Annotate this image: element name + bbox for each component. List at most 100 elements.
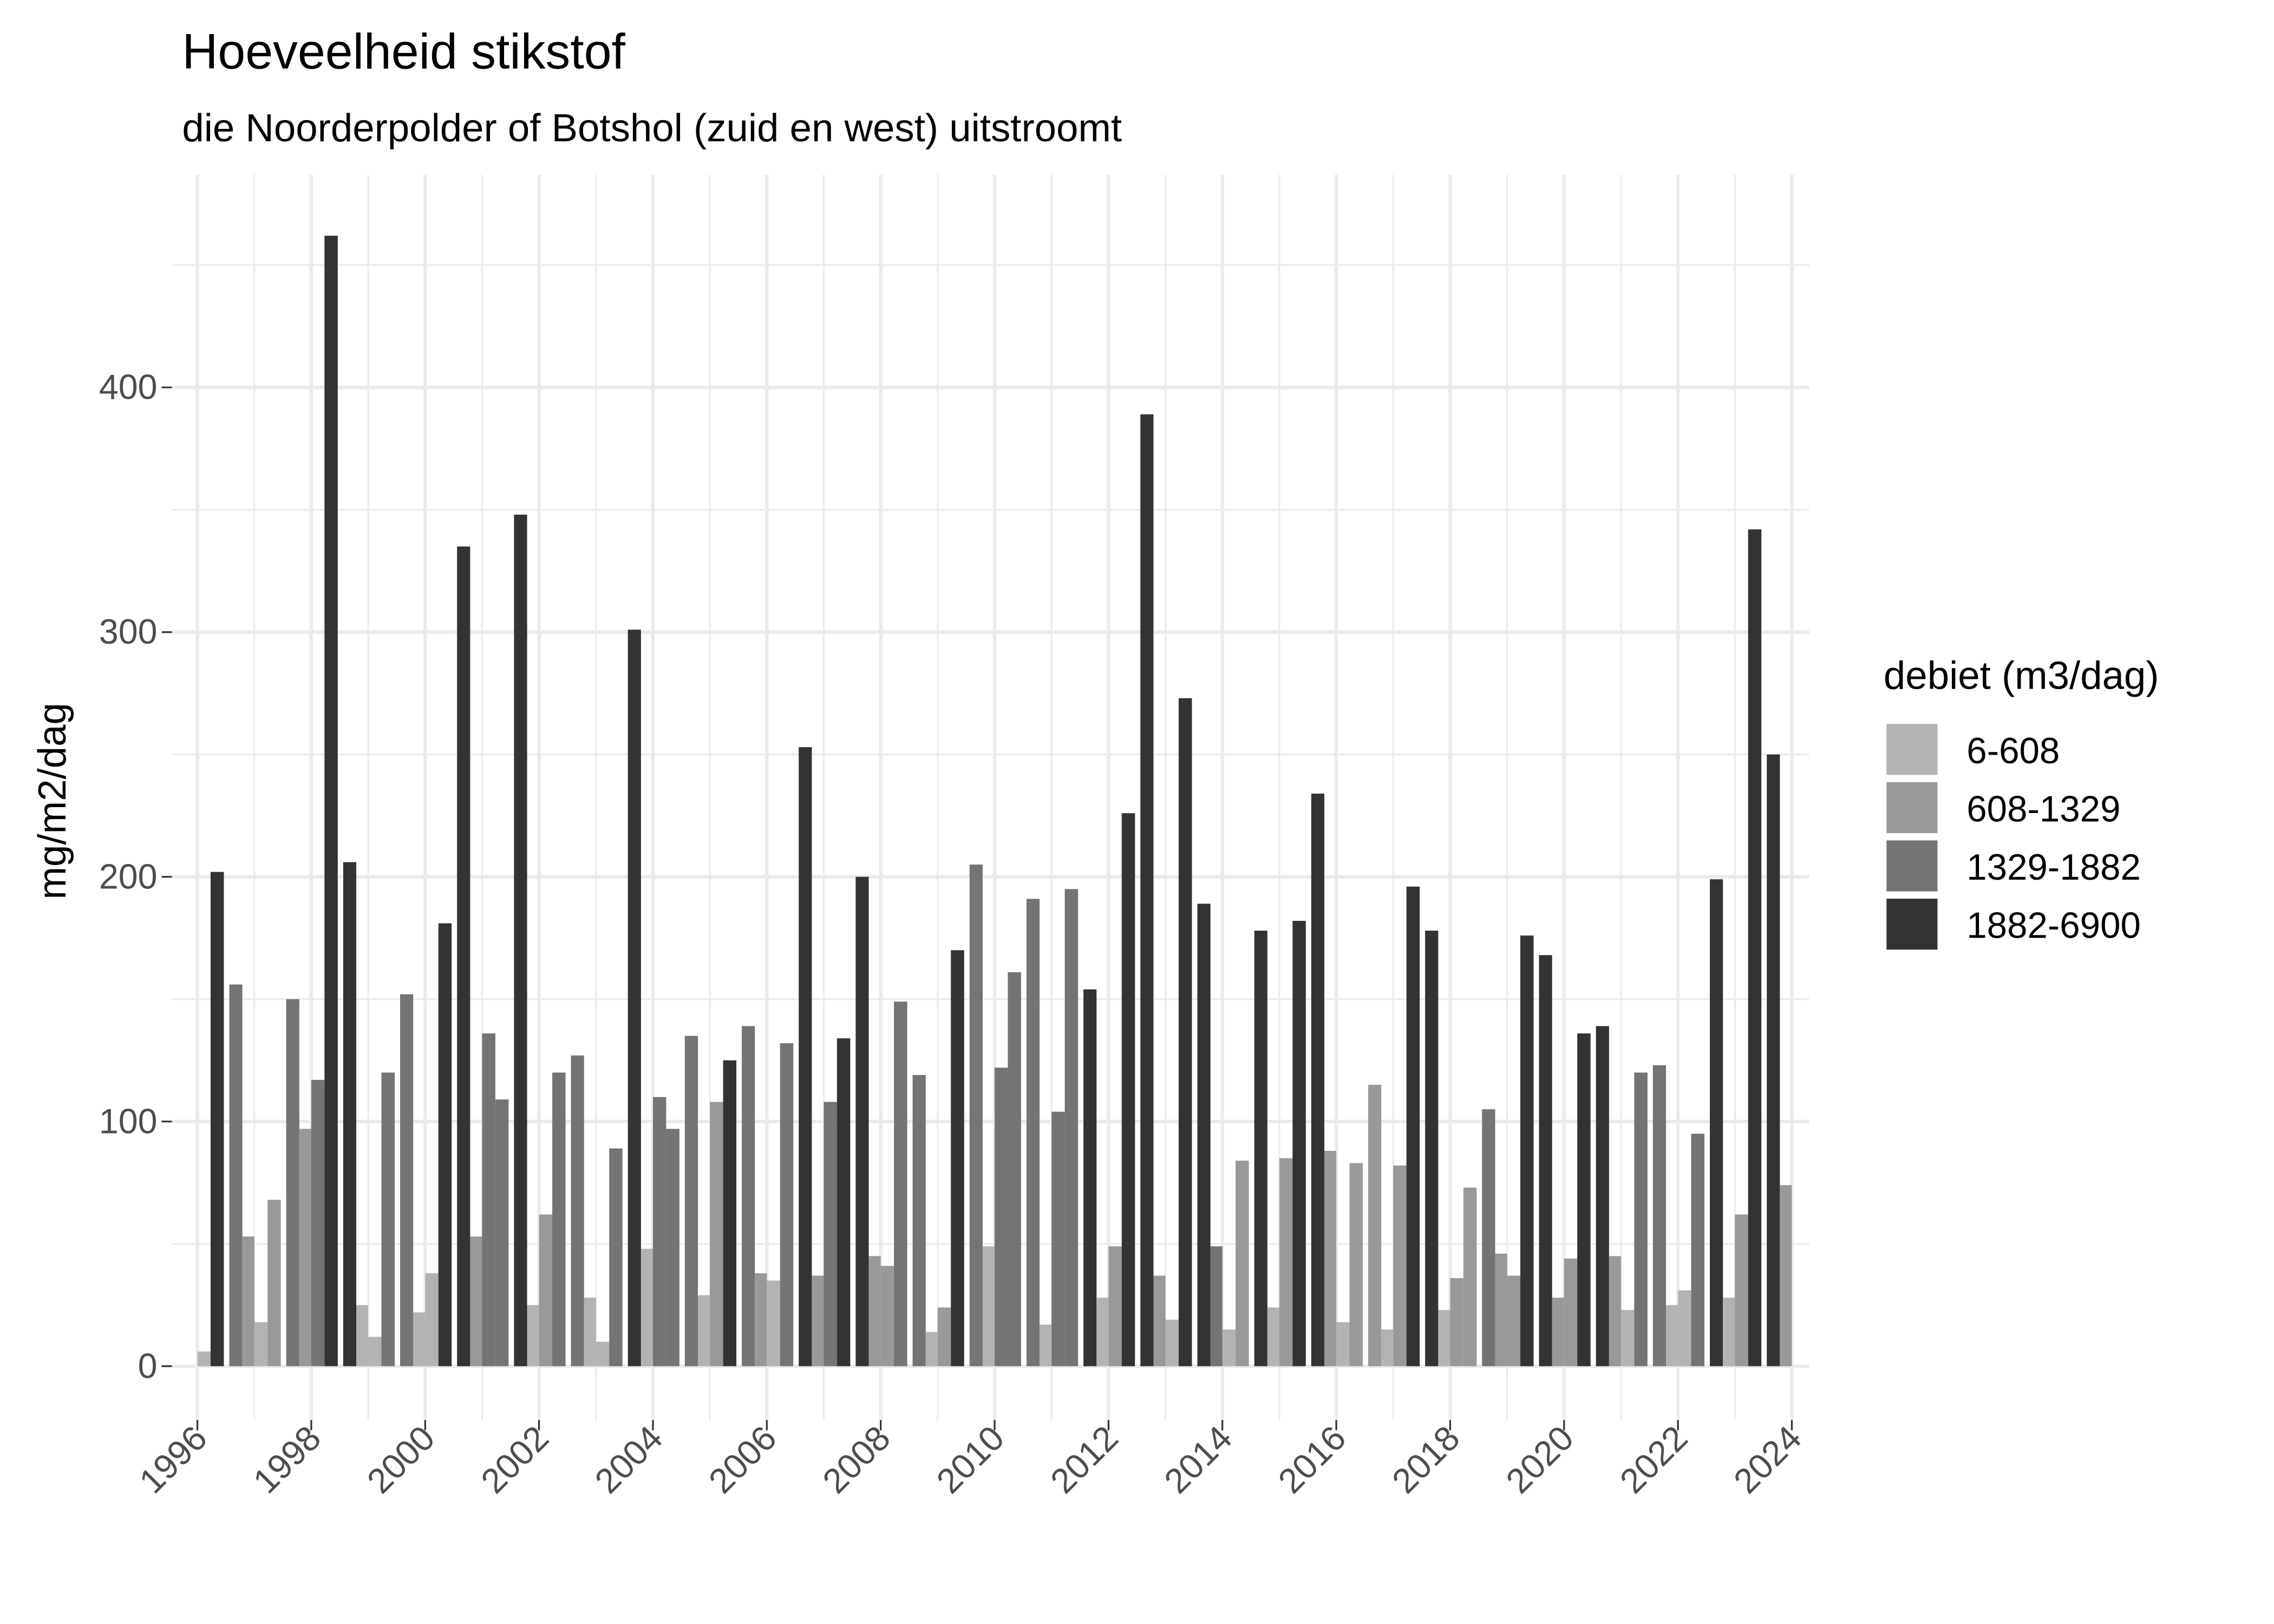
bar [652,1097,666,1366]
bar [1564,1258,1578,1366]
y-tick-label: 300 [99,612,158,651]
y-tick-label: 200 [99,857,158,896]
legend-label: 608-1329 [1966,789,2120,829]
bar [1140,414,1154,1366]
legend-title: debiet (m3/dag) [1884,654,2159,698]
bar [1552,1298,1564,1366]
bar [400,994,414,1366]
bar [868,1256,881,1366]
bar [780,1043,794,1366]
legend-label: 6-608 [1966,731,2060,771]
bar [723,1060,737,1366]
bar [482,1033,495,1366]
bar [311,1079,325,1366]
bar [698,1295,710,1366]
bar [824,1102,837,1366]
bar [1096,1298,1109,1366]
bar [1108,1246,1122,1366]
y-axis: 0 100 200 300 400 [99,368,172,1385]
bar [1735,1214,1748,1366]
bar [684,1036,698,1366]
bar [666,1129,679,1366]
bar [1450,1278,1463,1366]
legend: debiet (m3/dag) 6-608 608-1329 1329-1882 18… [1884,654,2159,950]
bar [1381,1329,1394,1366]
bar [381,1072,395,1366]
bar [457,546,471,1366]
bar [1026,899,1040,1366]
bar [267,1200,281,1366]
bar [1609,1256,1621,1366]
bar [470,1236,482,1366]
bar [514,514,527,1366]
bar [912,1075,926,1366]
bar [368,1337,382,1366]
legend-key [1886,724,1938,775]
bar [584,1298,596,1366]
x-tick-label: 2012 [1043,1418,1125,1501]
bar [1210,1246,1223,1366]
bar [1040,1324,1052,1366]
bar [969,865,983,1366]
x-tick-label: 1998 [246,1418,328,1501]
bar [1678,1290,1691,1366]
bar [1222,1329,1236,1366]
bar [1539,955,1552,1366]
bar [1051,1111,1065,1366]
bar [1620,1309,1635,1366]
legend-label: 1329-1882 [1966,847,2141,888]
bar [254,1322,268,1366]
bar [1723,1298,1735,1366]
bar [197,1351,211,1366]
bar [837,1038,851,1366]
bar [1267,1307,1279,1366]
bar [527,1305,539,1366]
gridlines [172,174,1809,1420]
bar [710,1102,723,1366]
bar [1780,1185,1792,1366]
bar [982,1246,995,1366]
bar [1254,931,1267,1366]
x-tick-label: 2006 [701,1418,783,1501]
bar [1121,813,1135,1366]
x-tick-label: 2014 [1157,1418,1239,1501]
bar [951,950,964,1366]
bar [286,999,299,1366]
y-axis-title: mg/m2/dag [30,703,74,899]
bar [1634,1072,1648,1366]
bar [1438,1309,1450,1366]
bar [356,1305,369,1366]
legend-label: 1882-6900 [1966,906,2141,946]
bar [1311,794,1324,1366]
bar [1083,989,1097,1366]
bar [925,1332,938,1366]
bar [1324,1150,1337,1366]
chart-subtitle: die Noorderpolder of Botshol (zuid en we… [182,106,1122,150]
bar [880,1266,894,1366]
bar [495,1099,509,1366]
bar [1236,1161,1249,1366]
bar [1691,1134,1705,1366]
bar [609,1148,623,1366]
bar [995,1068,1008,1366]
x-tick-label: 2008 [815,1418,898,1501]
bar [755,1273,767,1366]
bar [1463,1187,1477,1366]
y-tick-label: 100 [99,1102,158,1141]
bar [1425,931,1439,1366]
bar [894,1001,907,1366]
x-tick-label: 2024 [1726,1418,1808,1501]
x-tick-label: 2020 [1499,1418,1581,1501]
bar [299,1129,311,1366]
bar [1393,1165,1407,1366]
x-tick-label: 2022 [1612,1418,1695,1501]
x-axis: 1996 1998 2000 2002 2004 2006 2008 2010 2012 2014… [132,1418,1809,1501]
bar [210,872,224,1366]
x-tick-label: 2016 [1271,1418,1353,1501]
x-tick-label: 1996 [132,1418,214,1501]
legend-key [1886,899,1938,950]
bar [1178,698,1192,1366]
bar [1666,1305,1678,1366]
bar [1064,889,1079,1366]
legend-key [1886,782,1938,834]
